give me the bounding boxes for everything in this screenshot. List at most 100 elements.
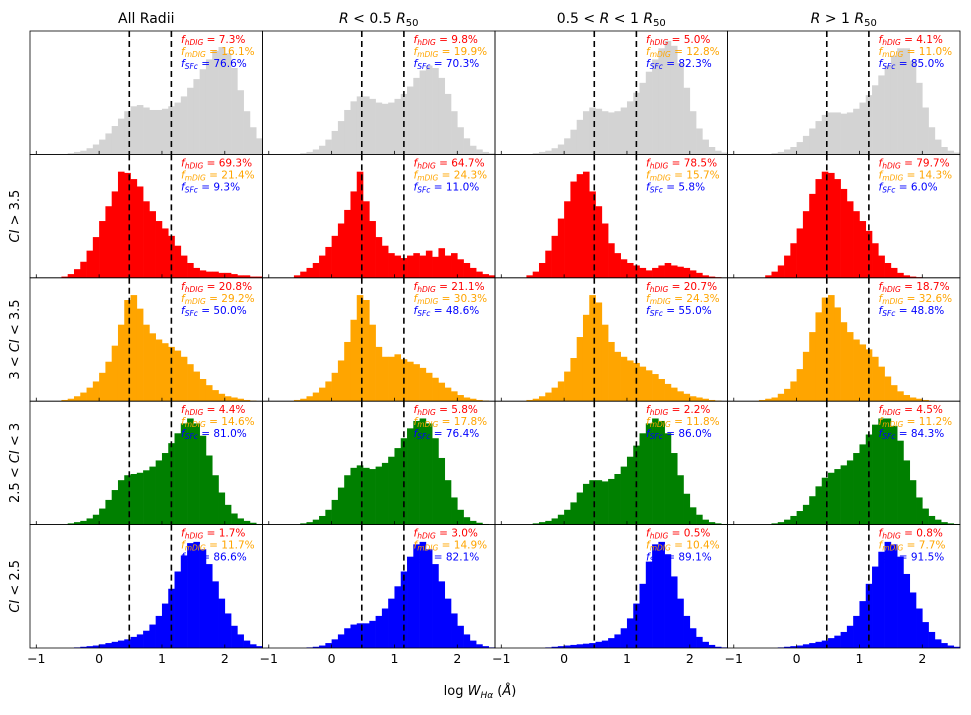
- bar: [432, 68, 439, 155]
- bar: [777, 522, 785, 525]
- bar: [664, 262, 672, 278]
- bar: [582, 483, 590, 525]
- bar: [155, 109, 163, 155]
- bar: [149, 333, 156, 402]
- bar: [601, 324, 609, 402]
- bar: [124, 475, 131, 525]
- bar: [626, 360, 634, 402]
- bar: [595, 641, 603, 648]
- bar: [589, 107, 596, 155]
- bar: [670, 265, 678, 278]
- x-tick-label: 2: [686, 651, 694, 666]
- bar: [564, 138, 571, 155]
- bar: [526, 275, 534, 278]
- bar: [419, 70, 427, 155]
- bar: [941, 146, 948, 155]
- fraction-SFc-label: fSFc = 85.0%: [879, 58, 945, 71]
- bar: [73, 151, 81, 155]
- bar: [677, 391, 684, 402]
- bar: [853, 615, 860, 648]
- bar: [777, 393, 785, 402]
- bar: [381, 608, 389, 648]
- bar: [444, 480, 452, 525]
- bar: [136, 186, 144, 278]
- fraction-mDIG-label: fmDIG = 30.3%: [414, 293, 488, 306]
- bar: [193, 541, 200, 648]
- x-tick-label: −1: [492, 651, 510, 666]
- bar: [425, 65, 433, 155]
- bar: [683, 393, 691, 402]
- bar: [884, 65, 892, 155]
- bar: [639, 267, 647, 278]
- fraction-SFc-label: fSFc = 50.0%: [181, 305, 247, 318]
- fraction-SFc-label: fSFc = 86.6%: [181, 552, 247, 565]
- bar: [840, 322, 848, 402]
- bar: [714, 150, 722, 155]
- bar: [99, 139, 106, 155]
- bar: [469, 520, 477, 525]
- bar: [381, 245, 389, 278]
- bar: [105, 643, 112, 648]
- bar: [381, 462, 389, 525]
- bar: [821, 477, 829, 525]
- bar: [363, 201, 370, 278]
- bar: [161, 453, 169, 525]
- bar: [658, 265, 665, 278]
- fraction-mDIG-label: fmDIG = 10.4%: [646, 540, 720, 553]
- bar: [878, 75, 885, 155]
- bar: [325, 381, 332, 402]
- bar: [809, 643, 816, 648]
- bar: [105, 499, 112, 525]
- bar: [111, 490, 119, 525]
- bar: [73, 396, 81, 402]
- bar: [840, 188, 848, 278]
- bar: [375, 615, 383, 648]
- bar: [86, 387, 94, 402]
- fraction-SFc-label: fSFc = 6.0%: [879, 181, 938, 194]
- bar: [105, 206, 112, 278]
- bar: [369, 98, 376, 155]
- bar: [677, 475, 684, 525]
- bar: [124, 639, 131, 648]
- bar: [796, 511, 804, 525]
- bar: [840, 113, 848, 155]
- panel-r0-c0: fhDIG = 7.3%fmDIG = 16.1%fSFc = 76.6%: [29, 30, 263, 155]
- bar: [626, 618, 634, 648]
- bar: [834, 307, 841, 402]
- bar: [570, 644, 577, 648]
- bar: [670, 576, 678, 648]
- bar: [155, 339, 163, 402]
- bar: [237, 398, 244, 402]
- bar: [771, 153, 779, 155]
- fraction-SFc-label: fSFc = 76.6%: [181, 58, 247, 71]
- bar: [205, 59, 213, 155]
- bar: [821, 171, 829, 278]
- bar: [73, 522, 81, 525]
- bar: [595, 108, 603, 155]
- panel-r3-c3: fhDIG = 4.5%fmDIG = 11.2%fSFc = 84.3%: [727, 400, 961, 526]
- x-tick-label: −1: [725, 651, 743, 666]
- bar: [614, 474, 621, 525]
- bar: [237, 275, 244, 278]
- bar: [99, 644, 106, 648]
- bar: [444, 255, 452, 278]
- bar: [293, 275, 301, 278]
- bar: [538, 522, 546, 525]
- bar: [532, 523, 540, 525]
- fraction-mDIG-label: fmDIG = 11.2%: [879, 416, 953, 429]
- bar: [771, 271, 779, 278]
- panel-r3-c0: fhDIG = 4.4%fmDIG = 14.6%fSFc = 81.0%: [29, 400, 263, 526]
- bar: [601, 640, 609, 648]
- bar: [941, 643, 948, 648]
- fraction-hDIG-label: fhDIG = 4.5%: [879, 404, 943, 417]
- bar: [325, 509, 332, 525]
- panel-r2-c1: fhDIG = 21.1%fmDIG = 30.3%fSFc = 48.6%: [262, 277, 496, 402]
- fraction-mDIG-label: fmDIG = 29.2%: [181, 293, 255, 306]
- bar: [872, 424, 879, 525]
- bar: [149, 109, 156, 155]
- panels: All Radii R < 0.5 R50 0.5 < R < 1 R50 R > 1…: [8, 11, 961, 666]
- x-tick-label: 1: [390, 651, 398, 666]
- bar: [193, 423, 200, 525]
- bar: [319, 515, 326, 525]
- bar: [193, 371, 200, 402]
